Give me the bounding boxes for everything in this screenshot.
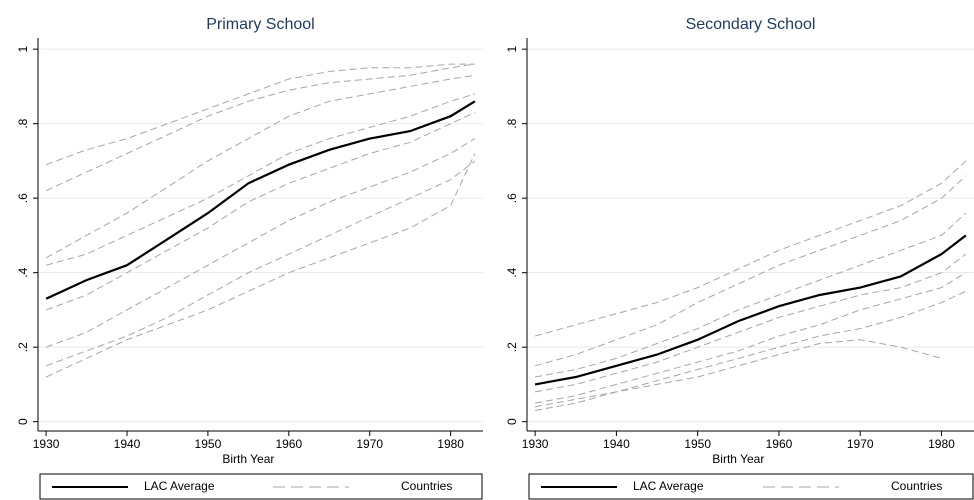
legend-label: Countries: [891, 479, 942, 493]
x-tick-label: 1960: [766, 437, 793, 451]
series-line: [535, 272, 967, 404]
y-tick-label: .2: [505, 342, 519, 352]
chart-title: Secondary School: [686, 16, 816, 33]
series-line: [45, 63, 475, 192]
series-line: [45, 74, 475, 259]
legend-label: LAC Average: [144, 479, 215, 493]
series-line: [535, 290, 967, 411]
x-tick-label: 1970: [356, 437, 383, 451]
series-line: [535, 253, 967, 393]
y-tick-label: .2: [16, 342, 30, 352]
y-tick-label: .4: [505, 267, 519, 277]
y-tick-label: .8: [505, 118, 519, 128]
x-tick-label: 1930: [522, 437, 549, 451]
x-tick-label: 1940: [114, 437, 141, 451]
x-tick-label: 1970: [847, 437, 874, 451]
x-tick-label: 1980: [437, 437, 464, 451]
y-tick-label: 0: [16, 418, 30, 425]
series-line: [45, 100, 476, 300]
series-line: [45, 112, 476, 311]
y-tick-label: .6: [16, 193, 30, 203]
series-line: [535, 339, 942, 408]
series-line: [45, 138, 476, 348]
x-tick-label: 1950: [195, 437, 222, 451]
series-line: [534, 160, 967, 337]
x-tick-label: 1940: [603, 437, 630, 451]
series-line: [534, 175, 967, 367]
x-tick-label: 1950: [684, 437, 711, 451]
y-tick-label: .6: [505, 193, 519, 203]
legend-box: [528, 473, 974, 500]
y-tick-label: 1: [16, 46, 30, 53]
series-line: [45, 63, 475, 166]
y-tick-label: .4: [16, 267, 30, 277]
x-axis-label: Birth Year: [712, 452, 764, 466]
y-tick-label: 0: [505, 418, 519, 425]
chart-title: Primary School: [206, 16, 314, 33]
series-line: [45, 160, 476, 367]
y-tick-label: .8: [16, 118, 30, 128]
series-line: [45, 93, 476, 266]
x-tick-label: 1960: [275, 437, 302, 451]
x-tick-label: 1980: [928, 437, 955, 451]
series-line: [45, 153, 476, 378]
series-line: [534, 234, 967, 386]
x-tick-label: 1930: [33, 437, 60, 451]
legend-label: LAC Average: [633, 479, 704, 493]
legend-label: Countries: [401, 479, 452, 493]
x-axis-label: Birth Year: [222, 452, 274, 466]
y-tick-label: 1: [505, 46, 519, 53]
series-line: [535, 212, 967, 378]
